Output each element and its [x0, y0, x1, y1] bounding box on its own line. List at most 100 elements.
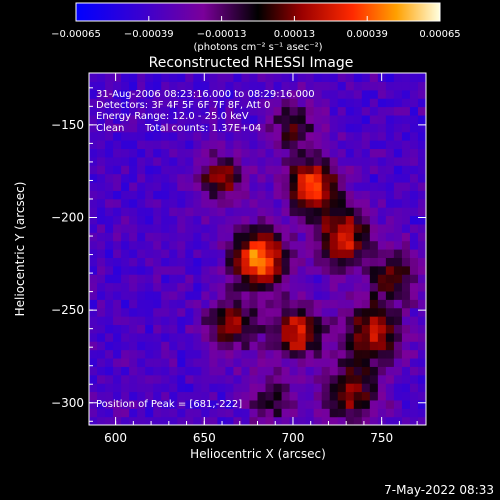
heatmap-cell — [177, 156, 186, 166]
heatmap-cell — [169, 207, 178, 217]
heatmap-cell — [313, 265, 323, 275]
heatmap-cell — [249, 198, 259, 208]
heatmap-cell — [353, 408, 363, 418]
heatmap-cell — [217, 249, 226, 258]
heatmap-cell — [361, 240, 371, 250]
colorbar-tick-label: −0.00039 — [124, 29, 174, 40]
heatmap-cell — [177, 299, 186, 309]
heatmap-cell — [281, 274, 291, 284]
heatmap-cell — [417, 156, 426, 166]
heatmap-cell — [257, 215, 267, 225]
heatmap-cell — [377, 198, 387, 208]
heatmap-cell — [97, 232, 106, 242]
heatmap-cell — [409, 391, 419, 401]
heatmap-cell — [257, 290, 267, 300]
heatmap-cell — [177, 215, 186, 225]
heatmap-cell — [361, 156, 371, 166]
heatmap-cell — [361, 290, 371, 300]
heatmap-cell — [233, 198, 243, 208]
heatmap-cell — [233, 324, 243, 334]
heatmap-cell — [273, 383, 283, 393]
heatmap-cell — [265, 215, 275, 225]
heatmap-cell — [361, 232, 371, 242]
heatmap-cell — [353, 357, 363, 367]
heatmap-cell — [345, 399, 355, 409]
heatmap-cell — [137, 282, 146, 292]
heatmap-cell — [249, 299, 259, 309]
heatmap-cell — [337, 190, 347, 200]
heatmap-cell — [321, 207, 331, 217]
heatmap-cell — [265, 416, 275, 425]
heatmap-cell — [89, 383, 98, 393]
heatmap-cell — [345, 316, 355, 326]
heatmap-cell — [161, 232, 170, 242]
heatmap-cell — [113, 198, 122, 208]
heatmap-cell — [177, 240, 186, 250]
heatmap-cell — [233, 89, 243, 99]
heatmap-cell — [273, 341, 283, 351]
heatmap-cell — [225, 357, 235, 367]
heatmap-cell — [241, 106, 251, 116]
heatmap-cell — [385, 349, 395, 359]
heatmap-cell — [369, 114, 379, 124]
heatmap-cell — [401, 265, 411, 275]
heatmap-cell — [249, 341, 259, 351]
heatmap-cell — [273, 282, 283, 292]
heatmap-cell — [169, 114, 178, 124]
heatmap-cell — [177, 316, 186, 326]
heatmap-cell — [345, 357, 355, 367]
heatmap-cell — [329, 173, 339, 183]
heatmap-cell — [201, 332, 210, 342]
heatmap-cell — [201, 240, 210, 250]
heatmap-cell — [337, 123, 347, 133]
heatmap-cell — [89, 173, 98, 183]
heatmap-cell — [249, 391, 259, 401]
heatmap-cell — [289, 140, 299, 150]
heatmap-cell — [97, 349, 106, 359]
heatmap-cell — [417, 290, 426, 300]
heatmap-cell — [137, 207, 146, 217]
heatmap-cell — [321, 299, 331, 309]
heatmap-cell — [369, 131, 379, 141]
heatmap-cell — [89, 282, 98, 292]
heatmap-cell — [257, 190, 267, 200]
heatmap-cell — [233, 307, 243, 317]
heatmap-cell — [273, 307, 283, 317]
heatmap-cell — [129, 89, 138, 99]
heatmap-cell — [265, 374, 275, 384]
heatmap-cell — [217, 223, 226, 233]
heatmap-cell — [161, 81, 170, 91]
heatmap-cell — [257, 249, 267, 258]
heatmap-cell — [273, 265, 283, 275]
heatmap-cell — [169, 140, 178, 150]
heatmap-cell — [217, 324, 226, 334]
heatmap-cell — [377, 408, 387, 418]
heatmap-cell — [121, 73, 130, 82]
heatmap-cell — [105, 391, 114, 401]
heatmap-cell — [193, 341, 202, 351]
heatmap-cell — [353, 140, 363, 150]
heatmap-cell — [353, 282, 363, 292]
heatmap-cell — [417, 123, 426, 133]
heatmap-cell — [289, 223, 299, 233]
heatmap-cell — [177, 274, 186, 284]
heatmap-cell — [193, 123, 202, 133]
heatmap-cell — [161, 349, 170, 359]
heatmap-cell — [361, 190, 371, 200]
x-tick-label: 650 — [193, 431, 216, 445]
heatmap-cell — [281, 332, 291, 342]
heatmap-cell — [321, 316, 331, 326]
heatmap-cell — [113, 341, 122, 351]
heatmap-cell — [121, 299, 130, 309]
heatmap-cell — [177, 290, 186, 300]
heatmap-cell — [385, 408, 395, 418]
heatmap-cell — [281, 190, 291, 200]
heatmap-cell — [393, 391, 403, 401]
heatmap-cell — [185, 399, 194, 409]
heatmap-cell — [169, 223, 178, 233]
heatmap-cell — [385, 232, 395, 242]
heatmap-cell — [145, 324, 154, 334]
heatmap-cell — [305, 257, 315, 267]
heatmap-cell — [161, 391, 170, 401]
heatmap-cell — [249, 408, 259, 418]
